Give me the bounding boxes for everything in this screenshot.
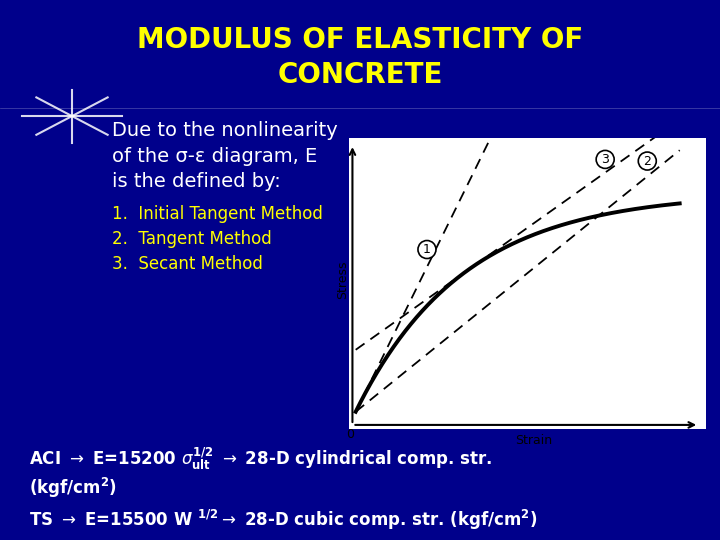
Text: MODULUS OF ELASTICITY OF: MODULUS OF ELASTICITY OF [137,26,583,55]
Text: is the defined by:: is the defined by: [112,172,280,191]
Text: CONCRETE: CONCRETE [277,60,443,89]
Text: 1.  Initial Tangent Method: 1. Initial Tangent Method [112,205,323,223]
Text: 0: 0 [346,428,354,441]
Text: Stress: Stress [336,261,349,300]
Text: TS $\rightarrow$ E=15500 W $^{\mathregular{1/2}}$$\rightarrow$ 28-D cubic comp. : TS $\rightarrow$ E=15500 W $^{\mathregul… [29,508,537,532]
Text: Strain: Strain [516,434,552,447]
Text: 2.  Tangent Method: 2. Tangent Method [112,230,271,248]
Text: ACI $\rightarrow$ E=15200 $\sigma_{\mathregular{ult}}^{\mathregular{1/2}}$ $\rig: ACI $\rightarrow$ E=15200 $\sigma_{\math… [29,446,492,472]
Text: of the σ-ε diagram, E: of the σ-ε diagram, E [112,147,317,166]
Text: 3: 3 [601,153,609,166]
Text: 1: 1 [423,243,431,256]
Text: (kgf/cm$^{\mathregular{2}}$): (kgf/cm$^{\mathregular{2}}$) [29,476,117,501]
Text: Due to the nonlinearity: Due to the nonlinearity [112,122,338,140]
Text: 3.  Secant Method: 3. Secant Method [112,255,263,273]
Text: 2: 2 [644,154,651,167]
